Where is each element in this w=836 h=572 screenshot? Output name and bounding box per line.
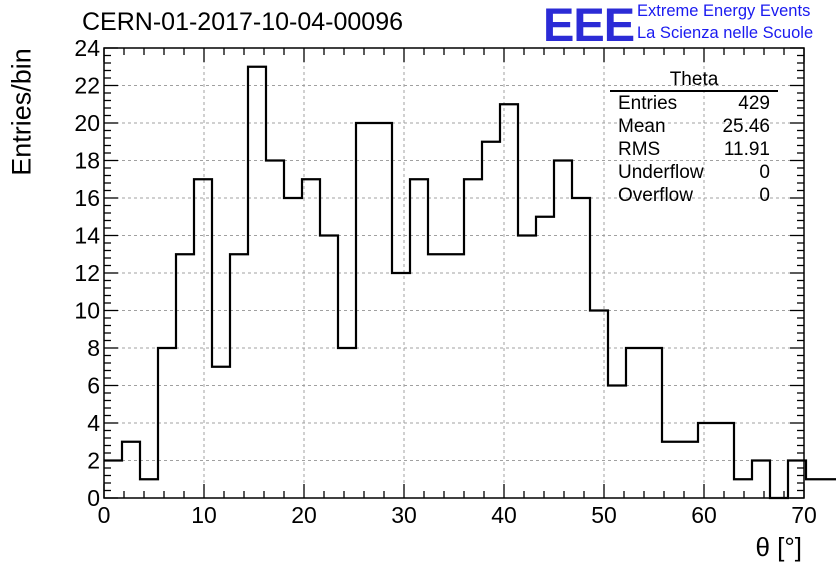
y-tick-label: 18 xyxy=(74,148,100,174)
stats-label: Overflow xyxy=(618,185,693,206)
y-tick-label: 12 xyxy=(74,260,100,286)
histogram-bin xyxy=(806,479,824,498)
histogram-bin xyxy=(536,217,554,498)
histogram-outline xyxy=(104,65,836,500)
histogram-bin xyxy=(158,348,176,498)
histogram-bin xyxy=(590,311,608,499)
stats-value: 0 xyxy=(759,185,770,206)
y-tick-label: 4 xyxy=(87,410,100,436)
histogram-bin xyxy=(734,479,752,498)
histogram-bin xyxy=(410,179,428,498)
histogram-bin xyxy=(608,386,626,499)
y-tick-label: 20 xyxy=(74,110,100,136)
stats-divider xyxy=(610,90,778,92)
x-tick-label: 30 xyxy=(391,502,417,528)
stats-value: 25.46 xyxy=(722,116,770,137)
y-tick-label: 10 xyxy=(74,298,100,324)
histogram-bin xyxy=(680,442,698,498)
logo-caption-line2: La Scienza nelle Scuole xyxy=(637,24,814,42)
histogram-bin xyxy=(554,161,572,499)
stats-row-underflow: Underflow 0 xyxy=(610,161,778,184)
chart-title: CERN-01-2017-10-04-00096 xyxy=(82,8,404,36)
y-tick-label: 14 xyxy=(74,223,100,249)
histogram-bin xyxy=(140,479,158,498)
stats-box: Theta Entries 429 Mean 25.46 RMS 11.91 U… xyxy=(610,70,778,207)
y-tick-label: 22 xyxy=(74,73,100,99)
x-tick-label: 70 xyxy=(791,502,817,528)
y-tick-label: 8 xyxy=(87,335,100,361)
histogram-bin xyxy=(446,254,464,498)
histogram-bin xyxy=(500,104,518,498)
histogram-bin xyxy=(284,198,302,498)
histogram-bin xyxy=(716,423,734,498)
stats-row-mean: Mean 25.46 xyxy=(610,115,778,138)
x-tick-label: 20 xyxy=(291,502,317,528)
histogram-bin xyxy=(212,367,230,498)
histogram-bin xyxy=(356,123,374,498)
stats-label: Entries xyxy=(618,93,678,114)
x-tick-label: 50 xyxy=(591,502,617,528)
histogram-bin xyxy=(266,161,284,499)
x-tick-label: 0 xyxy=(98,502,111,528)
logo-caption-line1: Extreme Energy Events xyxy=(637,2,811,20)
histogram-bin xyxy=(320,236,338,499)
y-tick-label: 6 xyxy=(87,373,100,399)
stats-label: Mean xyxy=(618,116,666,137)
histogram-bin xyxy=(176,254,194,498)
y-tick-label: 0 xyxy=(87,485,100,511)
histogram-bin xyxy=(248,67,266,498)
histogram-bin xyxy=(302,179,320,498)
histogram-bin xyxy=(194,179,212,498)
stats-value: 11.91 xyxy=(723,139,770,160)
x-axis-label: θ [°] xyxy=(755,532,802,562)
histogram-bin xyxy=(104,461,122,499)
histogram-bin xyxy=(122,442,140,498)
histogram-bin xyxy=(464,179,482,498)
histogram-bin xyxy=(572,198,590,498)
histogram-bin xyxy=(698,423,716,498)
eee-logo: EEE xyxy=(543,0,635,51)
histogram-bin xyxy=(482,142,500,498)
stats-label: Underflow xyxy=(618,162,704,183)
y-tick-label: 24 xyxy=(74,35,100,61)
stats-label: RMS xyxy=(618,139,661,160)
x-tick-label: 40 xyxy=(491,502,517,528)
histogram-bin xyxy=(662,442,680,498)
histogram-bin xyxy=(644,348,662,498)
x-tick-label: 10 xyxy=(191,502,217,528)
histogram-bin xyxy=(752,461,770,499)
histogram-bin xyxy=(428,254,446,498)
histogram-bin xyxy=(338,348,356,498)
y-tick-label: 16 xyxy=(74,185,100,211)
histogram-bin xyxy=(374,123,392,498)
y-axis-label: Entries/bin xyxy=(6,48,37,176)
histogram-bin xyxy=(392,273,410,498)
stats-row-rms: RMS 11.91 xyxy=(610,138,778,161)
histogram-bin xyxy=(518,236,536,499)
histogram-bin xyxy=(824,479,836,498)
histogram-bin xyxy=(626,348,644,498)
stats-value: 0 xyxy=(759,162,770,183)
stats-title: Theta xyxy=(669,69,719,90)
histogram-bin xyxy=(230,254,248,498)
stats-value: 429 xyxy=(738,93,770,114)
y-tick-label: 2 xyxy=(87,448,100,474)
stats-row-entries: Entries 429 xyxy=(610,92,778,115)
x-tick-label: 60 xyxy=(691,502,717,528)
stats-row-overflow: Overflow 0 xyxy=(610,184,778,207)
